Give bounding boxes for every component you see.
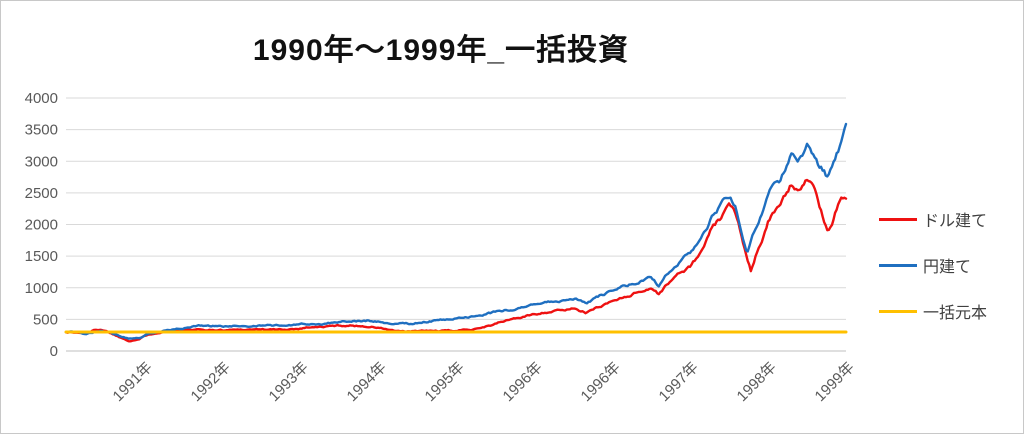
legend-swatch-principal-line <box>879 309 917 313</box>
legend-item-yen: 円建て <box>879 253 1019 277</box>
x-tick-label: 1991年 <box>110 359 156 405</box>
y-tick-label: 1000 <box>25 280 58 297</box>
y-tick-label: 1500 <box>25 248 58 265</box>
y-tick-label: 3500 <box>25 122 58 139</box>
legend-label-dollar: ドル建て <box>923 213 988 230</box>
y-tick-label: 4000 <box>25 90 58 107</box>
legend-item-principal: 一括元本 <box>879 299 1019 323</box>
x-tick-label: 1998年 <box>734 359 780 405</box>
legend-swatch-yen-line <box>879 263 917 267</box>
x-tick-label: 1994年 <box>344 359 390 405</box>
legend-swatch-dollar-line <box>879 217 917 221</box>
x-tick-label: 1992年 <box>188 359 234 405</box>
y-tick-label: 2000 <box>25 217 58 234</box>
series-line-yen <box>64 122 848 340</box>
series-line-dollar <box>64 178 848 343</box>
chart-title: 1990年～1999年_一括投資 <box>252 34 630 67</box>
x-tick-label: 1993年 <box>266 359 312 405</box>
legend: ドル建て 円建て 一括元本 <box>879 207 1019 323</box>
y-tick-label: 500 <box>33 311 58 328</box>
legend-label-principal: 一括元本 <box>923 305 988 322</box>
x-tick-label: 1995年 <box>422 359 468 405</box>
x-tick-label: 1999年 <box>812 359 858 405</box>
y-tick-label: 3000 <box>25 153 58 170</box>
y-tick-label: 0 <box>50 343 58 360</box>
x-tick-label: 1996年 <box>500 359 546 405</box>
legend-label-yen: 円建て <box>923 259 972 276</box>
legend-item-dollar: ドル建て <box>879 207 1019 231</box>
x-tick-label: 1997年 <box>656 359 702 405</box>
y-tick-label: 2500 <box>25 185 58 202</box>
x-tick-label: 1996年 <box>578 359 624 405</box>
